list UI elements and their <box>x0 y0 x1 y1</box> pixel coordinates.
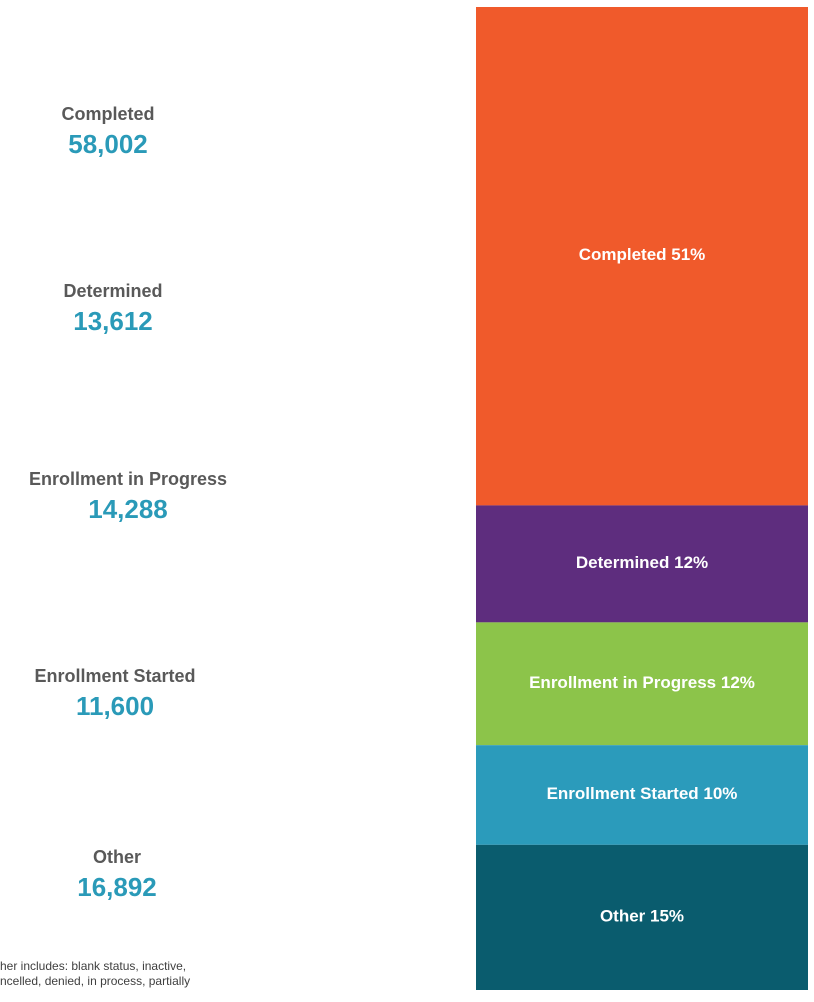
category-count: 13,612 <box>73 306 153 336</box>
category-name: Enrollment Started <box>34 666 195 686</box>
segment-label: Completed 51% <box>579 246 706 265</box>
category-count: 14,288 <box>88 494 168 524</box>
segment-percent: 51% <box>667 246 706 265</box>
bar-segment <box>476 844 808 990</box>
category-name: Determined <box>63 281 162 301</box>
category-name: Enrollment in Progress <box>29 469 227 489</box>
category-name: Completed <box>61 104 154 124</box>
footnote: ncelled, denied, in process, partially <box>0 974 190 988</box>
bar-segment <box>476 622 808 746</box>
bar-segment <box>476 745 808 845</box>
segment-category: Other <box>600 907 646 926</box>
category-name: Other <box>93 847 141 867</box>
footnote: her includes: blank status, inactive, <box>0 959 186 973</box>
segment-percent: 12% <box>716 673 755 692</box>
bar-segment <box>476 7 808 506</box>
segment-category: Enrollment in Progress <box>529 673 716 692</box>
segment-category: Determined <box>576 553 670 572</box>
category-count: 11,600 <box>76 691 154 721</box>
segment-category: Completed <box>579 246 667 265</box>
segment-category: Enrollment Started <box>547 784 699 803</box>
segment-label: Determined 12% <box>576 553 708 572</box>
segment-percent: 10% <box>699 784 738 803</box>
bar-segment <box>476 505 808 623</box>
segment-label: Enrollment Started 10% <box>547 784 738 803</box>
category-count: 16,892 <box>77 872 157 902</box>
segment-percent: 15% <box>645 907 684 926</box>
segment-label: Other 15% <box>600 907 684 926</box>
category-count: 58,002 <box>68 129 148 159</box>
segment-label: Enrollment in Progress 12% <box>529 673 755 692</box>
segment-percent: 12% <box>669 553 708 572</box>
